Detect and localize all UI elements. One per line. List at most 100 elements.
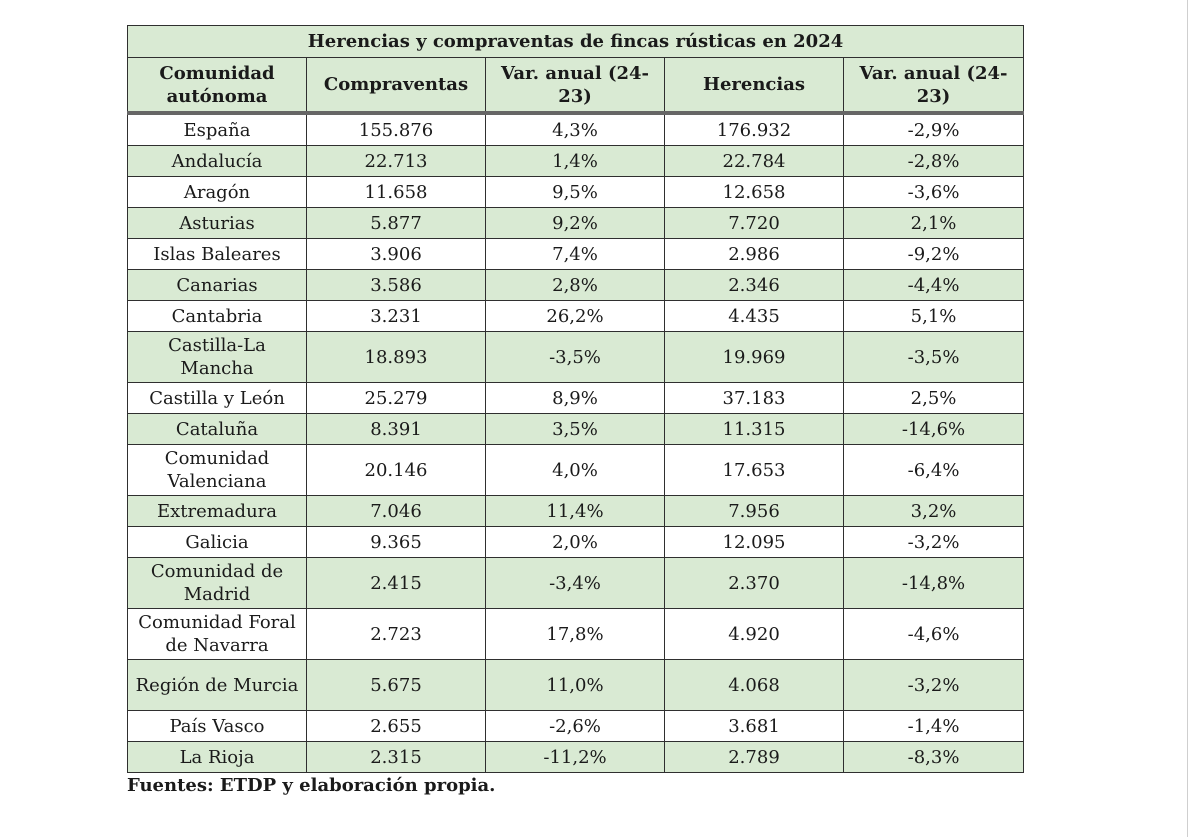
table-row: La Rioja 2.315 -11,2% 2.789 -8,3% xyxy=(127,741,1025,773)
cell-compraventas: 2.415 xyxy=(306,557,486,609)
cell-var-compraventas: 26,2% xyxy=(485,300,665,332)
cell-region: Extremadura xyxy=(127,495,307,527)
table-row: Islas Baleares 3.906 7,4% 2.986 -9,2% xyxy=(127,238,1025,270)
cell-compraventas: 155.876 xyxy=(306,111,486,146)
table-row: Castilla y León 25.279 8,9% 37.183 2,5% xyxy=(127,382,1025,414)
cell-region: Galicia xyxy=(127,526,307,558)
cell-region: Islas Baleares xyxy=(127,238,307,270)
cell-region: Región de Murcia xyxy=(127,659,307,711)
cell-region: Comunidad Foral de Navarra xyxy=(127,608,307,660)
table-container: Herencias y compraventas de fincas rústi… xyxy=(126,25,1025,797)
cell-var-compraventas: 1,4% xyxy=(485,145,665,177)
cell-var-compraventas: 9,2% xyxy=(485,207,665,239)
cell-herencias: 11.315 xyxy=(664,413,844,445)
table-row: Galicia 9.365 2,0% 12.095 -3,2% xyxy=(127,526,1025,558)
cell-var-herencias: -6,4% xyxy=(842,444,1025,496)
cell-region: País Vasco xyxy=(127,710,307,742)
cell-var-herencias: -14,8% xyxy=(842,557,1025,609)
cell-herencias: 176.932 xyxy=(664,111,844,146)
table-row: España 155.876 4,3% 176.932 -2,9% xyxy=(127,111,1025,146)
cell-var-compraventas: 2,8% xyxy=(485,269,665,301)
cell-region: Castilla-La Mancha xyxy=(127,331,307,383)
cell-herencias: 3.681 xyxy=(664,710,844,742)
cell-region: Comunidad Valenciana xyxy=(127,444,307,496)
cell-herencias: 12.095 xyxy=(664,526,844,558)
cell-herencias: 2.986 xyxy=(664,238,844,270)
cell-var-compraventas: 17,8% xyxy=(485,608,665,660)
cell-var-herencias: -3,6% xyxy=(842,176,1025,208)
cell-compraventas: 3.231 xyxy=(306,300,486,332)
cell-var-compraventas: -2,6% xyxy=(485,710,665,742)
cell-var-compraventas: 4,0% xyxy=(485,444,665,496)
table-row: Comunidad Valenciana 20.146 4,0% 17.653 -6,4… xyxy=(127,444,1025,496)
cell-region: Comunidad de Madrid xyxy=(127,557,307,609)
cell-var-herencias: 2,5% xyxy=(842,382,1025,414)
cell-var-compraventas: 9,5% xyxy=(485,176,665,208)
cell-herencias: 2.789 xyxy=(664,741,844,773)
cell-compraventas: 9.365 xyxy=(306,526,486,558)
cell-herencias: 22.784 xyxy=(664,145,844,177)
cell-region: Cataluña xyxy=(127,413,307,445)
cell-herencias: 37.183 xyxy=(664,382,844,414)
cell-compraventas: 20.146 xyxy=(306,444,486,496)
header-region: Comunidad autónoma xyxy=(127,57,307,114)
cell-var-herencias: -2,8% xyxy=(842,145,1025,177)
cell-region: Andalucía xyxy=(127,145,307,177)
cell-var-compraventas: -11,2% xyxy=(485,741,665,773)
source-note: Fuentes: ETDP y elaboración propia. xyxy=(127,775,496,796)
cell-var-herencias: -4,6% xyxy=(842,608,1025,660)
cell-herencias: 4.068 xyxy=(664,659,844,711)
table-row: Asturias 5.877 9,2% 7.720 2,1% xyxy=(127,207,1025,239)
cell-var-herencias: 2,1% xyxy=(842,207,1025,239)
cell-var-herencias: -2,9% xyxy=(842,111,1025,146)
cell-region: Castilla y León xyxy=(127,382,307,414)
cell-var-compraventas: -3,5% xyxy=(485,331,665,383)
table-title: Herencias y compraventas de fincas rústi… xyxy=(126,25,1025,58)
header-var-compraventas: Var. anual (24-23) xyxy=(485,57,665,114)
table-row: Cantabria 3.231 26,2% 4.435 5,1% xyxy=(127,300,1025,332)
cell-var-herencias: -9,2% xyxy=(842,238,1025,270)
cell-herencias: 7.720 xyxy=(664,207,844,239)
header-compraventas: Compraventas xyxy=(306,57,486,114)
cell-compraventas: 11.658 xyxy=(306,176,486,208)
cell-herencias: 12.658 xyxy=(664,176,844,208)
cell-compraventas: 2.723 xyxy=(306,608,486,660)
table-row: Canarias 3.586 2,8% 2.346 -4,4% xyxy=(127,269,1025,301)
cell-region: Canarias xyxy=(127,269,307,301)
cell-herencias: 4.920 xyxy=(664,608,844,660)
cell-compraventas: 3.586 xyxy=(306,269,486,301)
cell-var-herencias: -3,2% xyxy=(842,659,1025,711)
table-row: País Vasco 2.655 -2,6% 3.681 -1,4% xyxy=(127,710,1025,742)
page-edge-rule xyxy=(1187,0,1188,837)
table-row: Castilla-La Mancha 18.893 -3,5% 19.969 -3,5% xyxy=(127,331,1025,383)
data-table: Herencias y compraventas de fincas rústi… xyxy=(126,25,1025,773)
cell-var-herencias: -4,4% xyxy=(842,269,1025,301)
cell-var-herencias: -3,5% xyxy=(842,331,1025,383)
cell-var-herencias: -3,2% xyxy=(842,526,1025,558)
cell-var-herencias: 3,2% xyxy=(842,495,1025,527)
cell-var-compraventas: 4,3% xyxy=(485,111,665,146)
header-herencias: Herencias xyxy=(664,57,844,114)
cell-compraventas: 25.279 xyxy=(306,382,486,414)
cell-region: La Rioja xyxy=(127,741,307,773)
table-body: España 155.876 4,3% 176.932 -2,9% Andalucía 22… xyxy=(127,111,1025,773)
table-row: Comunidad de Madrid 2.415 -3,4% 2.370 -14,8% xyxy=(127,557,1025,609)
table-row: Extremadura 7.046 11,4% 7.956 3,2% xyxy=(127,495,1025,527)
cell-region: Asturias xyxy=(127,207,307,239)
cell-compraventas: 5.877 xyxy=(306,207,486,239)
cell-compraventas: 2.655 xyxy=(306,710,486,742)
table-row: Aragón 11.658 9,5% 12.658 -3,6% xyxy=(127,176,1025,208)
cell-herencias: 7.956 xyxy=(664,495,844,527)
cell-compraventas: 5.675 xyxy=(306,659,486,711)
cell-herencias: 2.346 xyxy=(664,269,844,301)
cell-herencias: 4.435 xyxy=(664,300,844,332)
cell-compraventas: 3.906 xyxy=(306,238,486,270)
table-row: Región de Murcia 5.675 11,0% 4.068 -3,2% xyxy=(127,659,1025,711)
cell-compraventas: 18.893 xyxy=(306,331,486,383)
cell-var-compraventas: 3,5% xyxy=(485,413,665,445)
cell-compraventas: 8.391 xyxy=(306,413,486,445)
cell-region: España xyxy=(127,111,307,146)
table-row: Andalucía 22.713 1,4% 22.784 -2,8% xyxy=(127,145,1025,177)
header-var-herencias: Var. anual (24-23) xyxy=(842,57,1025,114)
cell-region: Aragón xyxy=(127,176,307,208)
